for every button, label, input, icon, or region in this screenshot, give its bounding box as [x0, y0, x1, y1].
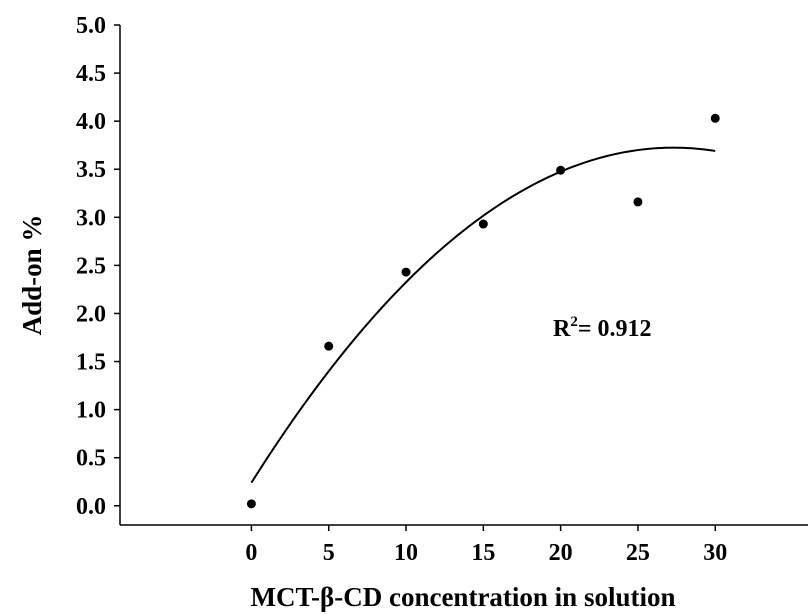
- y-tick-label: 0.5: [76, 446, 106, 472]
- y-tick-label: 3.0: [76, 205, 106, 231]
- y-tick-label: 1.0: [76, 398, 106, 424]
- y-tick-label: 2.0: [76, 301, 106, 327]
- y-tick-label: 2.5: [76, 253, 106, 279]
- data-point: [324, 341, 334, 351]
- r-squared-base: R: [553, 316, 571, 342]
- y-tick-label: 3.5: [76, 157, 106, 183]
- r-squared-superscript: 2: [570, 314, 578, 330]
- x-tick-label: 10: [394, 540, 418, 566]
- data-point: [401, 267, 411, 277]
- r-squared-annotation: R2= 0.912: [553, 314, 652, 342]
- y-tick-label: 4.5: [76, 61, 106, 87]
- y-axis-title: Add-on %: [17, 215, 47, 336]
- x-ticks: 0 5 10 15 20 25 30: [245, 525, 727, 566]
- x-tick-label: 25: [626, 540, 650, 566]
- x-tick-label: 30: [703, 540, 727, 566]
- y-tick-label: 4.0: [76, 109, 106, 135]
- y-tick-label: 5.0: [76, 13, 106, 39]
- data-point: [246, 499, 256, 509]
- axes: [119, 25, 808, 526]
- data-point: [710, 113, 720, 123]
- r-squared-value: = 0.912: [578, 316, 652, 342]
- y-ticks: 0.0 0.5 1.0 1.5 2.0 2.5 3.0 3.5 4.0 4.5 5.0: [76, 13, 120, 520]
- x-tick-label: 0: [245, 540, 257, 566]
- y-tick-label: 0.0: [76, 494, 106, 520]
- y-tick-label: 1.5: [76, 350, 106, 376]
- x-axis-title: MCT-β-CD concentration in solution: [251, 582, 676, 612]
- x-tick-label: 15: [471, 540, 495, 566]
- fit-curve: [250, 146, 716, 484]
- data-point: [556, 165, 566, 175]
- data-point: [478, 219, 488, 229]
- x-tick-label: 5: [323, 540, 335, 566]
- x-tick-label: 20: [549, 540, 573, 566]
- data-point: [633, 197, 643, 207]
- data-points: [246, 113, 720, 509]
